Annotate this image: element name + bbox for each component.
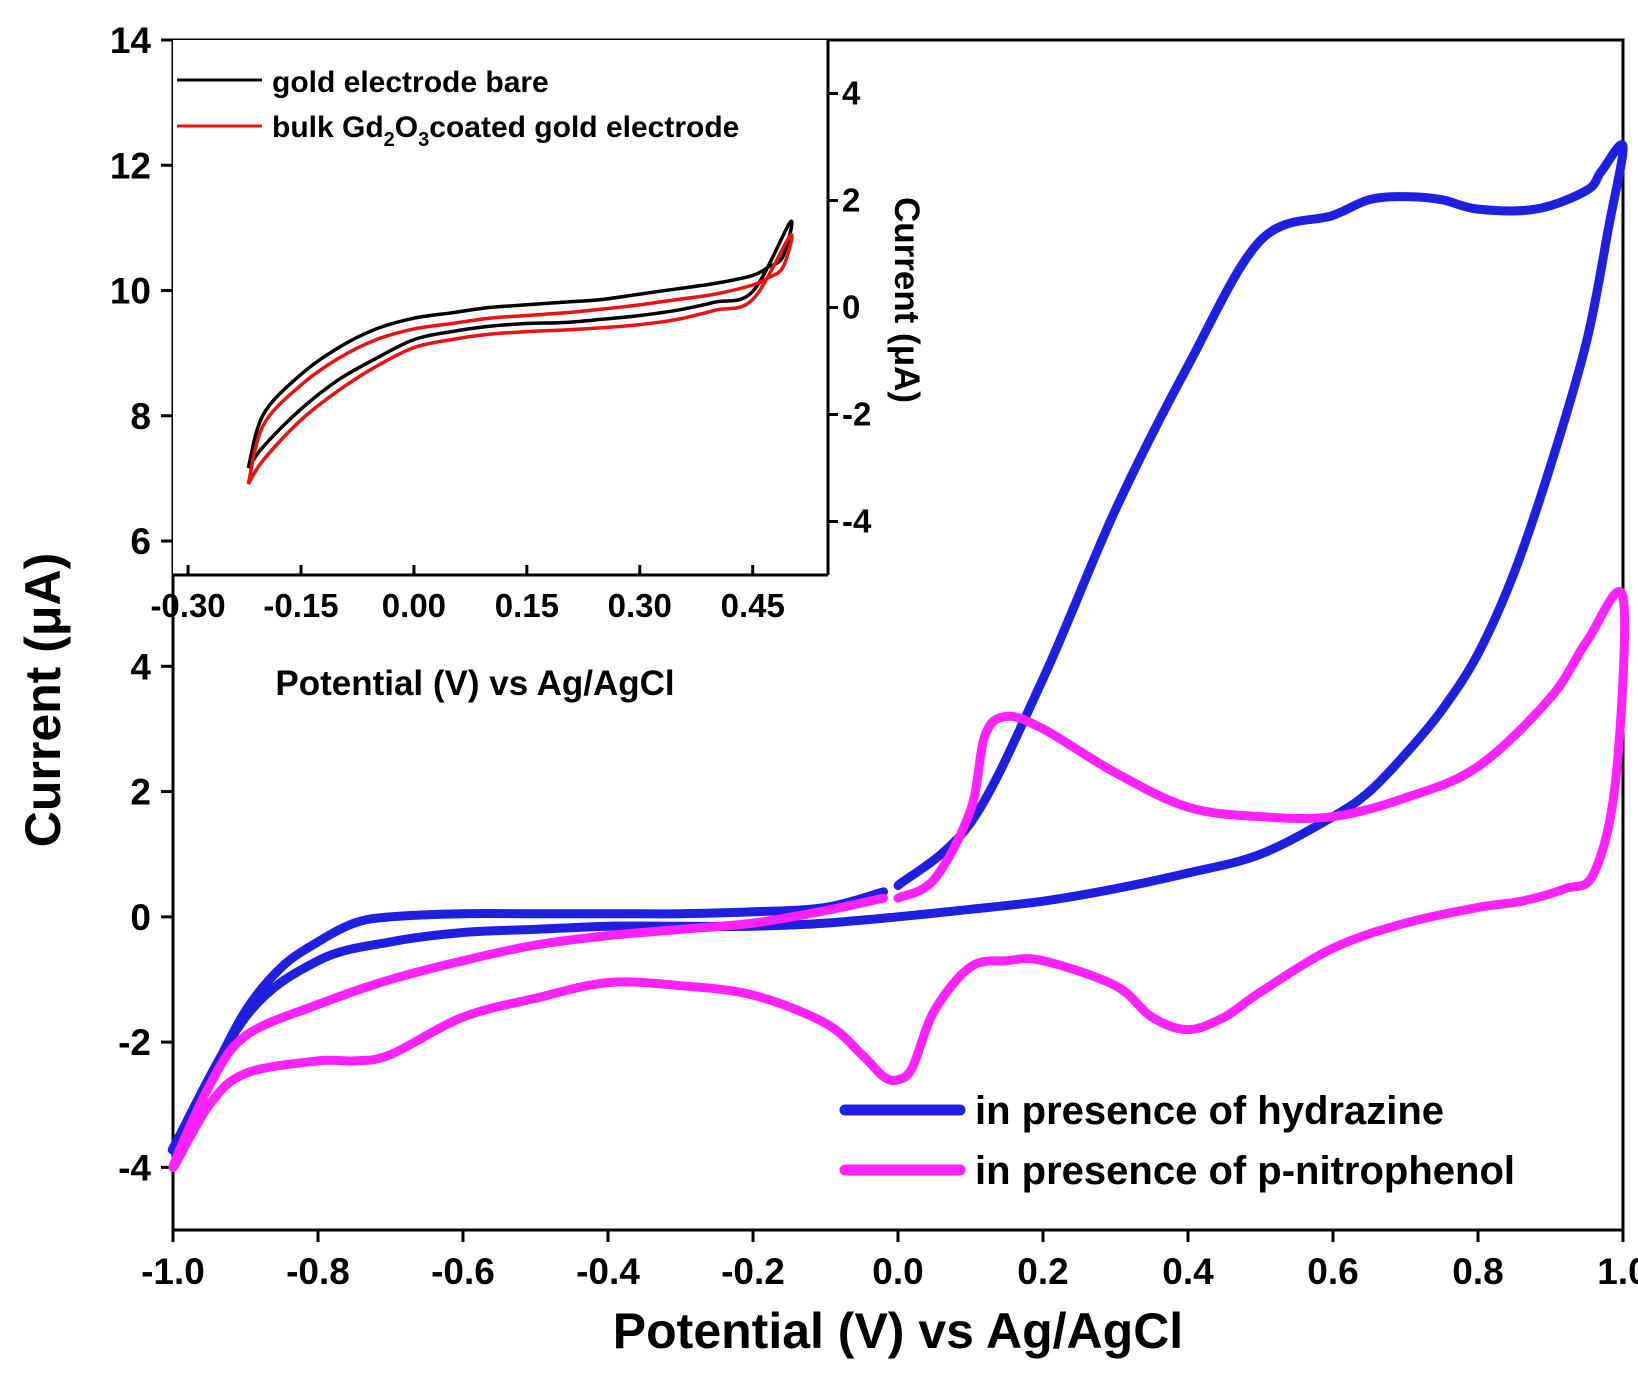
main-y-tick-label: 0	[130, 897, 151, 938]
main-x-tick-label: 0.6	[1307, 1251, 1358, 1292]
inset-y-tick-label: 4	[842, 75, 861, 112]
main-y-tick-label: 12	[110, 145, 151, 186]
main-x-tick-label: -1.0	[141, 1251, 205, 1292]
legend-label-gd2o3-coated: bulk Gd2O3coated gold electrode	[272, 111, 739, 151]
main-y-tick-label: 2	[130, 772, 151, 813]
legend-label-hydrazine: in presence of hydrazine	[975, 1089, 1444, 1133]
main-y-axis-title: Current (μA)	[15, 553, 71, 847]
main-x-tick-label: 0.2	[1017, 1251, 1068, 1292]
inset-x-tick-label: 0.45	[721, 587, 785, 624]
inset-x-tick-label: 0.00	[382, 587, 446, 624]
main-series-lines	[167, 140, 1630, 1172]
main-legend: in presence of hydrazine in presence of …	[839, 1089, 1515, 1193]
main-x-tick-label: 0.0	[872, 1251, 923, 1292]
main-y-tick-label: 8	[130, 396, 151, 437]
inset-y-tick-label: 0	[842, 289, 860, 326]
main-x-tick-label: -0.6	[431, 1251, 495, 1292]
main-x-tick-label: -0.8	[286, 1251, 350, 1292]
legend-label-gold-bare: gold electrode bare	[272, 66, 549, 99]
main-y-axis-ticks: -4 -2 0 2 4 6 8 10 12 14	[110, 20, 173, 1188]
inset-y-tick-label: -4	[842, 503, 872, 540]
main-x-tick-label: 0.4	[1162, 1251, 1214, 1292]
main-series-line-1	[168, 587, 1630, 1172]
inset-y-tick-label: 2	[842, 182, 860, 219]
main-y-tick-label: 14	[110, 20, 152, 61]
legend-label-p-nitrophenol: in presence of p-nitrophenol	[975, 1149, 1515, 1193]
main-x-tick-label: -0.4	[576, 1251, 640, 1292]
inset-x-tick-label: -0.15	[263, 587, 338, 624]
inset-legend: gold electrode bare bulk Gd2O3coated gol…	[177, 66, 739, 151]
main-series-line-0	[167, 140, 1628, 1155]
inset-x-tick-label: 0.15	[495, 587, 559, 624]
inset-x-tick-label: -0.30	[150, 587, 225, 624]
inset-series-line-0	[246, 219, 794, 469]
inset-x-tick-label: 0.30	[608, 587, 672, 624]
inset-y-axis-ticks: -4 -2 0 2 4	[828, 75, 872, 540]
main-x-tick-label: 0.8	[1452, 1251, 1503, 1292]
inset-x-axis-ticks: -0.30 -0.15 0.00 0.15 0.30 0.45	[150, 565, 785, 624]
main-y-tick-label: 10	[110, 271, 151, 312]
main-x-tick-label: 1.0	[1597, 1251, 1638, 1292]
main-x-tick-label: -0.2	[721, 1251, 785, 1292]
main-y-tick-label: 6	[130, 521, 151, 562]
inset-series-lines	[246, 219, 794, 486]
main-y-tick-label: -2	[118, 1022, 151, 1063]
main-x-axis-title: Potential (V) vs Ag/AgCl	[613, 1303, 1183, 1359]
inset-y-axis-title: Current (μA)	[887, 197, 926, 403]
main-y-tick-label: -4	[118, 1147, 151, 1188]
main-y-tick-label: 4	[130, 646, 151, 687]
main-x-axis-ticks: -1.0 -0.8 -0.6 -0.4 -0.2 0.0 0.2 0.4 0.6 0.8 1.0	[141, 1230, 1638, 1292]
inset-series-line-1	[246, 233, 794, 486]
inset-y-tick-label: -2	[842, 396, 871, 433]
inset-x-axis-title: Potential (V) vs Ag/AgCl	[275, 664, 674, 703]
